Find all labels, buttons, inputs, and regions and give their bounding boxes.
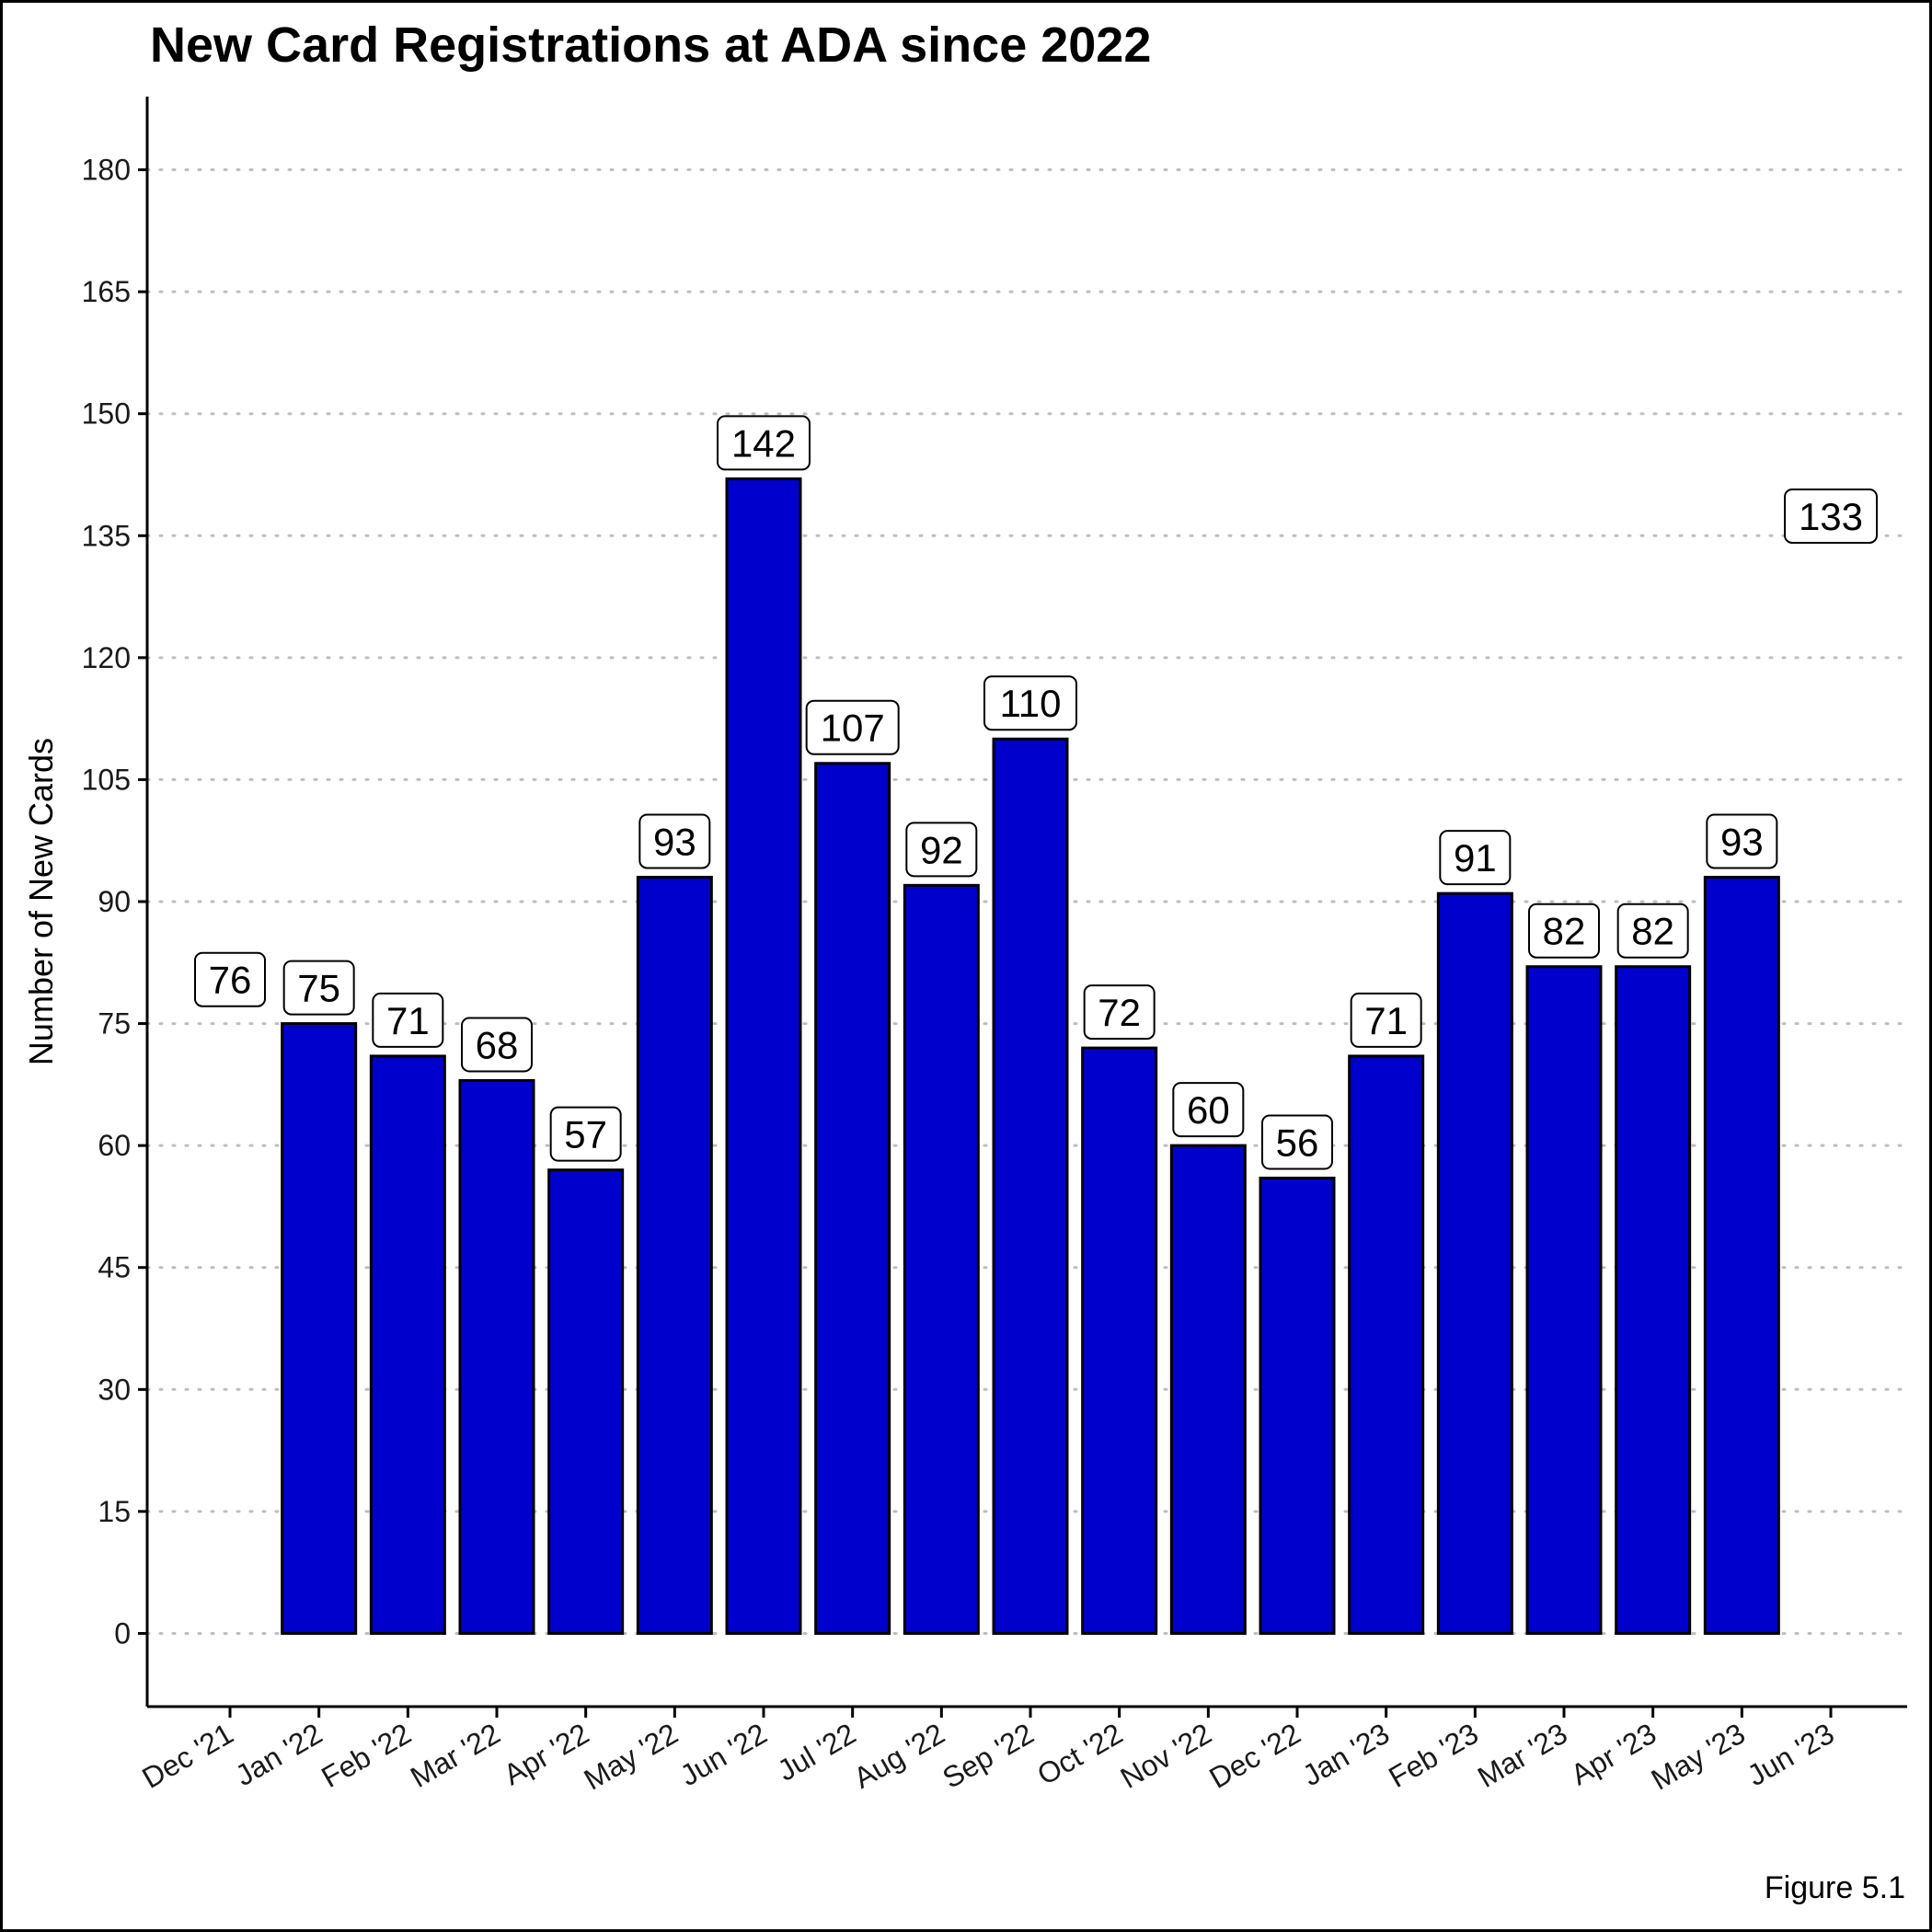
bar [903,883,980,1635]
x-tick-label: Dec '21 [136,1717,238,1795]
data-label: 76 [209,959,252,1002]
data-label: 133 [1799,495,1863,538]
data-label-box [549,1106,622,1162]
x-tick-label: Jun '22 [674,1717,772,1792]
y-tick-label: 0 [114,1616,131,1650]
bar [369,1054,446,1635]
data-label: 110 [1000,682,1062,725]
data-label: 93 [653,820,696,863]
y-tick-label: 90 [98,885,131,918]
bars [281,477,1780,1635]
data-label-box [372,992,444,1048]
data-label-box [1439,830,1512,886]
y-tick-label: 120 [82,641,131,674]
bar [1703,875,1780,1635]
y-tick-label: 60 [98,1129,131,1162]
x-tick-label: Feb '22 [316,1717,417,1794]
y-tick-label: 105 [82,763,131,796]
data-label: 60 [1187,1088,1230,1132]
bar [1259,1177,1336,1635]
x-tick-label: Apr '23 [1565,1717,1662,1791]
y-tick-label: 180 [82,154,131,187]
bar [1081,1046,1158,1635]
x-tick-label: Mar '22 [405,1717,506,1794]
data-label: 82 [1543,910,1586,953]
data-label: 93 [1720,820,1764,863]
data-label-box [983,675,1077,731]
data-label-box [805,699,900,755]
x-tick-label: Nov '22 [1115,1717,1217,1795]
x-tick-label: Jan '22 [230,1717,328,1792]
data-label-box [638,813,711,869]
x-tick-label: Jan '23 [1297,1717,1395,1792]
data-label: 68 [476,1023,519,1066]
data-label-box [717,415,811,471]
bar [281,1022,358,1635]
bar [636,875,713,1635]
x-tick-label: Apr '22 [498,1717,594,1791]
figure-caption: Figure 5.1 [1765,1870,1905,1905]
y-tick-label: 135 [82,519,131,552]
data-label: 142 [731,421,796,465]
data-label-box [1616,903,1689,959]
data-label: 92 [920,828,963,871]
x-tick-label: Oct '22 [1031,1717,1128,1791]
x-tick-label: May '22 [579,1717,684,1797]
y-tick-label: 75 [98,1007,131,1041]
data-label: 56 [1276,1121,1319,1165]
data-label-box [1706,813,1778,869]
data-label-box [1784,488,1878,544]
data-label: 82 [1631,910,1674,953]
data-label-box [461,1017,533,1073]
bar [992,737,1069,1635]
data-label: 72 [1098,991,1141,1034]
x-tick-label: Mar '23 [1472,1717,1573,1794]
bar [547,1168,625,1635]
data-label-box [1350,992,1422,1048]
data-label-box [282,960,355,1016]
x-tick-label: Aug '22 [848,1717,950,1795]
data-label-box [194,951,266,1007]
x-tick-label: Jun '23 [1742,1717,1839,1792]
data-label: 71 [1364,999,1408,1042]
y-axis-ticks: 0 15 30 45 60 75 90 105 120 135 150 165 180 [82,154,147,1650]
bar-chart: 76 75 71 68 57 93 142 107 92 110 72 60 56 71 91 82 82 93 1… [22,17,1909,1905]
x-tick-label: May '23 [1646,1717,1751,1797]
data-label-box [1083,984,1156,1041]
y-tick-label: 150 [82,397,131,431]
y-axis-label: Number of New Cards [22,738,60,1065]
bar [1348,1054,1425,1635]
x-tick-label: Dec '22 [1203,1717,1305,1795]
x-tick-label: Sep '22 [937,1717,1039,1795]
bar [458,1078,535,1635]
bar [725,477,802,1635]
bar [1169,1144,1247,1635]
data-label: 57 [564,1113,607,1156]
x-tick-label: Jul '22 [772,1717,861,1788]
bar [1615,965,1692,1635]
data-label-box [1528,903,1600,959]
y-tick-label: 45 [98,1251,131,1284]
data-label-box [905,822,978,878]
data-label-box [1261,1114,1333,1170]
chart-title: New Card Registrations at ADA since 2022 [150,17,1151,73]
bar [1525,965,1603,1635]
data-label: 91 [1454,836,1497,880]
data-label: 75 [297,967,340,1010]
y-tick-label: 165 [82,275,131,308]
bar [1436,891,1513,1635]
y-tick-label: 15 [98,1495,131,1528]
bar [814,762,891,1635]
y-tick-label: 30 [98,1373,131,1406]
data-label-box [1172,1082,1245,1138]
data-labels: 76 75 71 68 57 93 142 107 92 110 72 60 56 71 91 82 82 93 1… [194,415,1878,1170]
x-tick-label: Feb '23 [1383,1717,1484,1794]
data-label: 107 [821,707,885,750]
data-label: 71 [386,999,430,1042]
